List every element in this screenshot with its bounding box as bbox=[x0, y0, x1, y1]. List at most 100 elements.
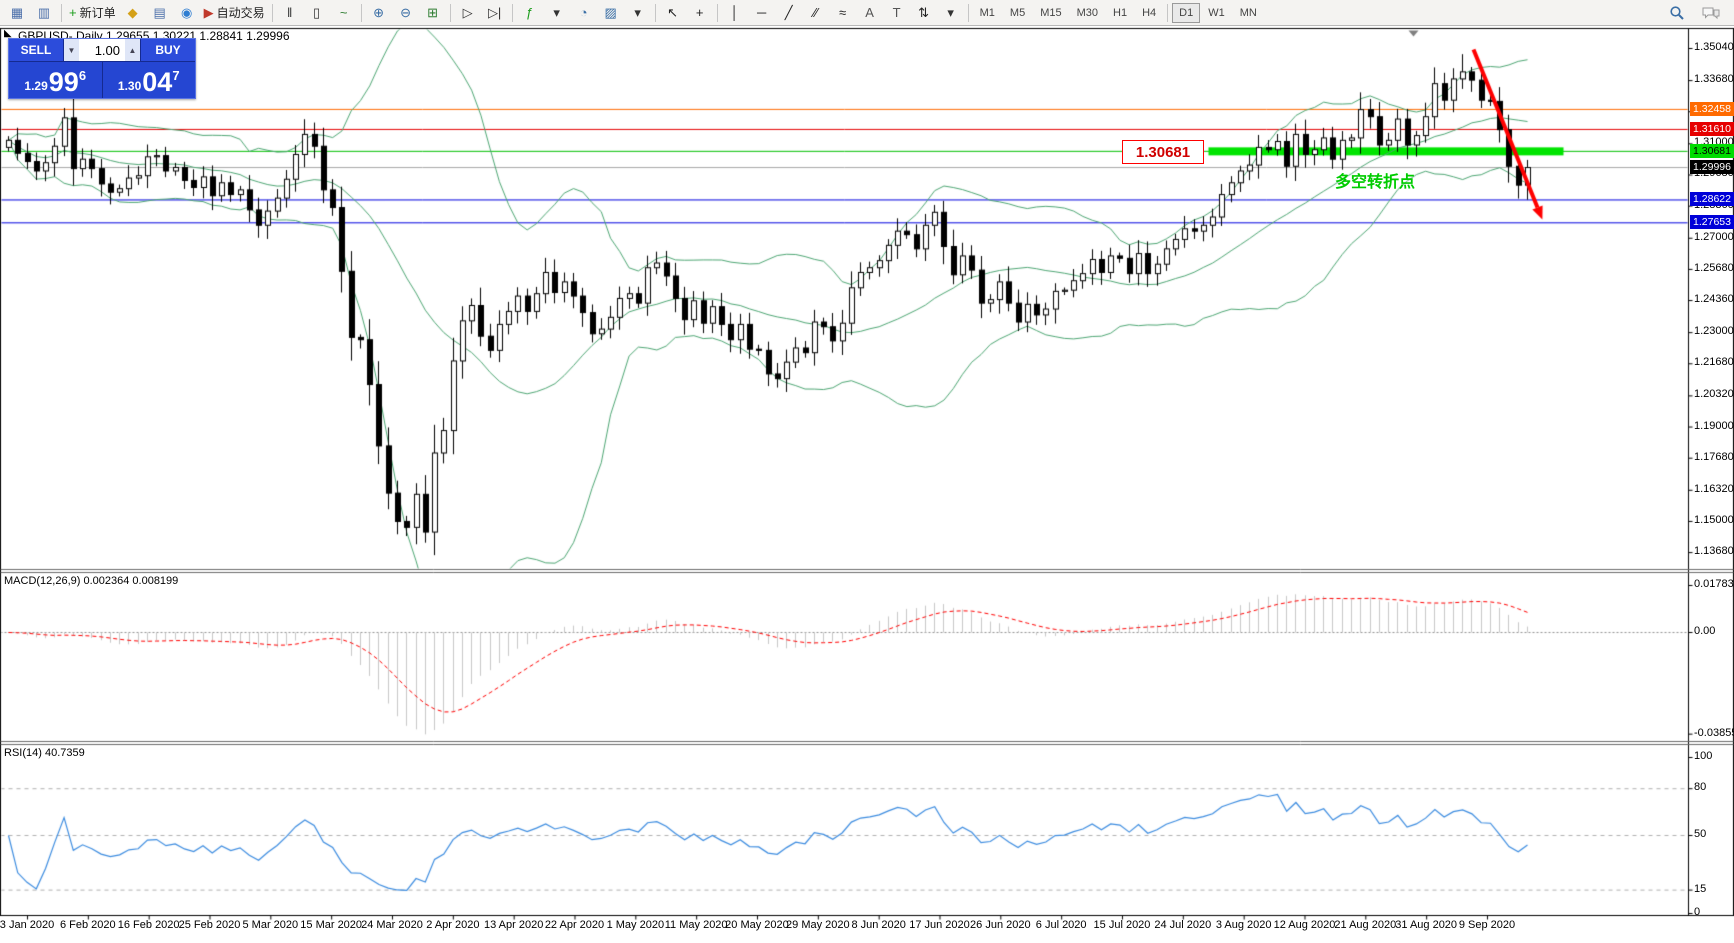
sell-price[interactable]: 1.29 99 6 bbox=[9, 62, 103, 98]
price-axis-tick: 1.27000 bbox=[1694, 230, 1734, 243]
volume-decrease-button[interactable]: ▼ bbox=[64, 39, 79, 61]
indicators-dropdown-icon: ▾ bbox=[553, 5, 560, 20]
search-icon[interactable] bbox=[1664, 2, 1690, 24]
level-price-badge: 1.28622 bbox=[1690, 192, 1734, 207]
price-axis-tick: 1.13680 bbox=[1694, 545, 1734, 558]
chart-shift-icon[interactable]: ▷| bbox=[482, 2, 508, 24]
price-axis-tick: 1.16320 bbox=[1694, 482, 1734, 495]
signals-icon[interactable]: ◉ bbox=[174, 2, 200, 24]
crosshair-icon[interactable]: + bbox=[687, 2, 713, 24]
vertical-line-icon: │ bbox=[730, 5, 739, 20]
trade-panel-prices: 1.29 99 6 1.30 04 7 bbox=[9, 62, 195, 98]
sell-price-big: 99 bbox=[48, 67, 79, 97]
zoom-out-icon[interactable]: ⊖ bbox=[393, 2, 419, 24]
text-label-icon[interactable]: T bbox=[884, 2, 910, 24]
rsi-label: RSI(14) 40.7359 bbox=[4, 747, 85, 759]
date-axis-label: 9 Sep 2020 bbox=[1458, 919, 1516, 931]
toolbar-divider bbox=[511, 3, 513, 22]
date-axis-label: 3 Aug 2020 bbox=[1215, 919, 1272, 931]
rsi-axis-tick: 100 bbox=[1694, 750, 1713, 762]
indicators-icon: ƒ bbox=[526, 5, 534, 20]
macd-axis-tick: 0.00 bbox=[1694, 625, 1716, 637]
timeframe-m1[interactable]: M1 bbox=[979, 6, 995, 19]
level-price-badge: 1.27653 bbox=[1690, 215, 1734, 230]
text-label-icon: T bbox=[892, 5, 901, 20]
toolbar-right bbox=[1664, 2, 1730, 24]
chat-icon[interactable] bbox=[1698, 2, 1724, 24]
sell-button[interactable]: SELL bbox=[9, 39, 64, 61]
buy-button[interactable]: BUY bbox=[140, 39, 195, 61]
arrows-dropdown-icon[interactable]: ▾ bbox=[938, 2, 964, 24]
zoom-in-icon: ⊕ bbox=[373, 5, 385, 20]
indicators-icon[interactable]: ƒ bbox=[517, 2, 543, 24]
auto-scroll-icon: ▷ bbox=[462, 5, 473, 20]
zoom-in-icon[interactable]: ⊕ bbox=[366, 2, 392, 24]
cursor-icon: ↖ bbox=[667, 5, 679, 20]
chinese-note: 多空转折点 bbox=[1335, 174, 1416, 191]
timeframe-m5[interactable]: M5 bbox=[1009, 6, 1026, 19]
date-axis-label: 6 Jul 2020 bbox=[1035, 919, 1087, 931]
periods-icon[interactable]: ◔ bbox=[571, 2, 597, 24]
timeframe-d1[interactable]: D1 bbox=[1172, 2, 1201, 23]
timeframe-h1[interactable]: H1 bbox=[1113, 6, 1128, 19]
bar-chart-icon[interactable]: ‖ bbox=[277, 2, 303, 24]
price-axis-tick: 1.17680 bbox=[1694, 450, 1734, 463]
volume-input[interactable]: 1.00 bbox=[79, 39, 125, 61]
date-axis-label: 5 Mar 2020 bbox=[242, 919, 299, 931]
horizontal-line-icon: ─ bbox=[757, 5, 767, 20]
new-chart-icon[interactable]: ▦ bbox=[4, 2, 30, 24]
toolbar-divider bbox=[654, 3, 656, 22]
arrows-icon[interactable]: ⇅ bbox=[911, 2, 937, 24]
timeframe-mn[interactable]: MN bbox=[1239, 6, 1257, 19]
templates-dropdown-icon[interactable]: ▾ bbox=[625, 2, 651, 24]
depth-of-market-icon[interactable]: ▤ bbox=[147, 2, 173, 24]
date-axis-label: 8 Jun 2020 bbox=[851, 919, 906, 931]
chart-profiles-icon[interactable]: ▥ bbox=[31, 2, 57, 24]
toolbar-divider bbox=[360, 3, 362, 22]
toolbar-buttons: ▦ ▥ + 新订单 ◆ ▤ ◉ ▶ 自动交易 ‖ ▯ ~ ⊕ ⊖ ⊞ ▷ ▷| ƒ ▾ ◔ ▨ ▾ ↖ + │ ─ ╱ ⁄⁄ ≈ A T ⇅ ▾… bbox=[4, 2, 1264, 24]
fibonacci-icon[interactable]: ≈ bbox=[830, 2, 856, 24]
text-icon[interactable]: A bbox=[857, 2, 883, 24]
auto-scroll-icon[interactable]: ▷ bbox=[455, 2, 481, 24]
chart-color-icon: ◆ bbox=[127, 5, 138, 20]
cursor-icon[interactable]: ↖ bbox=[660, 2, 686, 24]
date-axis-label: 25 Feb 2020 bbox=[178, 919, 241, 931]
panel-collapse-icon[interactable]: ◣ bbox=[4, 28, 12, 39]
autotrade-button[interactable]: ▶ 自动交易 bbox=[201, 2, 268, 24]
price-axis-tick: 1.24360 bbox=[1694, 293, 1734, 306]
chart-color-icon[interactable]: ◆ bbox=[120, 2, 146, 24]
buy-price[interactable]: 1.30 04 7 bbox=[103, 62, 196, 98]
trendline-icon[interactable]: ╱ bbox=[776, 2, 802, 24]
horizontal-line-icon[interactable]: ─ bbox=[749, 2, 775, 24]
timeframe-m30[interactable]: M30 bbox=[1076, 6, 1098, 19]
candlestick-chart-icon[interactable]: ▯ bbox=[304, 2, 330, 24]
toolbar: ▦ ▥ + 新订单 ◆ ▤ ◉ ▶ 自动交易 ‖ ▯ ~ ⊕ ⊖ ⊞ ▷ ▷| ƒ ▾ ◔ ▨ ▾ ↖ + │ ─ ╱ ⁄⁄ ≈ A T ⇅ ▾… bbox=[0, 0, 1734, 26]
one-click-trade-panel: SELL ▼ 1.00 ▲ BUY 1.29 99 6 1.30 04 7 bbox=[8, 38, 196, 99]
price-axis-tick: 1.21680 bbox=[1694, 356, 1734, 369]
indicators-dropdown-icon[interactable]: ▾ bbox=[544, 2, 570, 24]
timeframe-h4[interactable]: H4 bbox=[1142, 6, 1157, 19]
new-order-button[interactable]: + 新订单 bbox=[66, 2, 119, 24]
line-chart-icon[interactable]: ~ bbox=[331, 2, 357, 24]
channel-icon[interactable]: ⁄⁄ bbox=[803, 2, 829, 24]
rsi-axis-tick: 50 bbox=[1694, 828, 1707, 840]
rsi-axis-tick: 15 bbox=[1694, 882, 1707, 895]
tile-windows-icon[interactable]: ⊞ bbox=[420, 2, 446, 24]
date-axis-label: 20 May 2020 bbox=[725, 919, 789, 931]
vertical-line-icon[interactable]: │ bbox=[722, 2, 748, 24]
level-price-badge: 1.30681 bbox=[1690, 143, 1734, 158]
chart-canvas[interactable] bbox=[0, 26, 1734, 943]
toolbar-divider bbox=[61, 3, 62, 22]
date-axis-label: 15 Jul 2020 bbox=[1093, 919, 1151, 931]
volume-increase-button[interactable]: ▲ bbox=[125, 39, 140, 61]
date-axis-label: 24 Mar 2020 bbox=[361, 919, 423, 931]
timeframe-m15[interactable]: M15 bbox=[1040, 6, 1062, 19]
level-price-badge: 1.32458 bbox=[1690, 101, 1734, 116]
toolbar-divider bbox=[716, 3, 718, 22]
timeframe-w1[interactable]: W1 bbox=[1208, 6, 1225, 19]
date-axis-label: 12 Aug 2020 bbox=[1273, 919, 1336, 931]
signals-icon: ◉ bbox=[180, 5, 193, 20]
new-order-button-label: 新订单 bbox=[79, 6, 116, 20]
price-callout-box[interactable]: 1.30681 bbox=[1122, 140, 1204, 164]
templates-icon[interactable]: ▨ bbox=[598, 2, 624, 24]
